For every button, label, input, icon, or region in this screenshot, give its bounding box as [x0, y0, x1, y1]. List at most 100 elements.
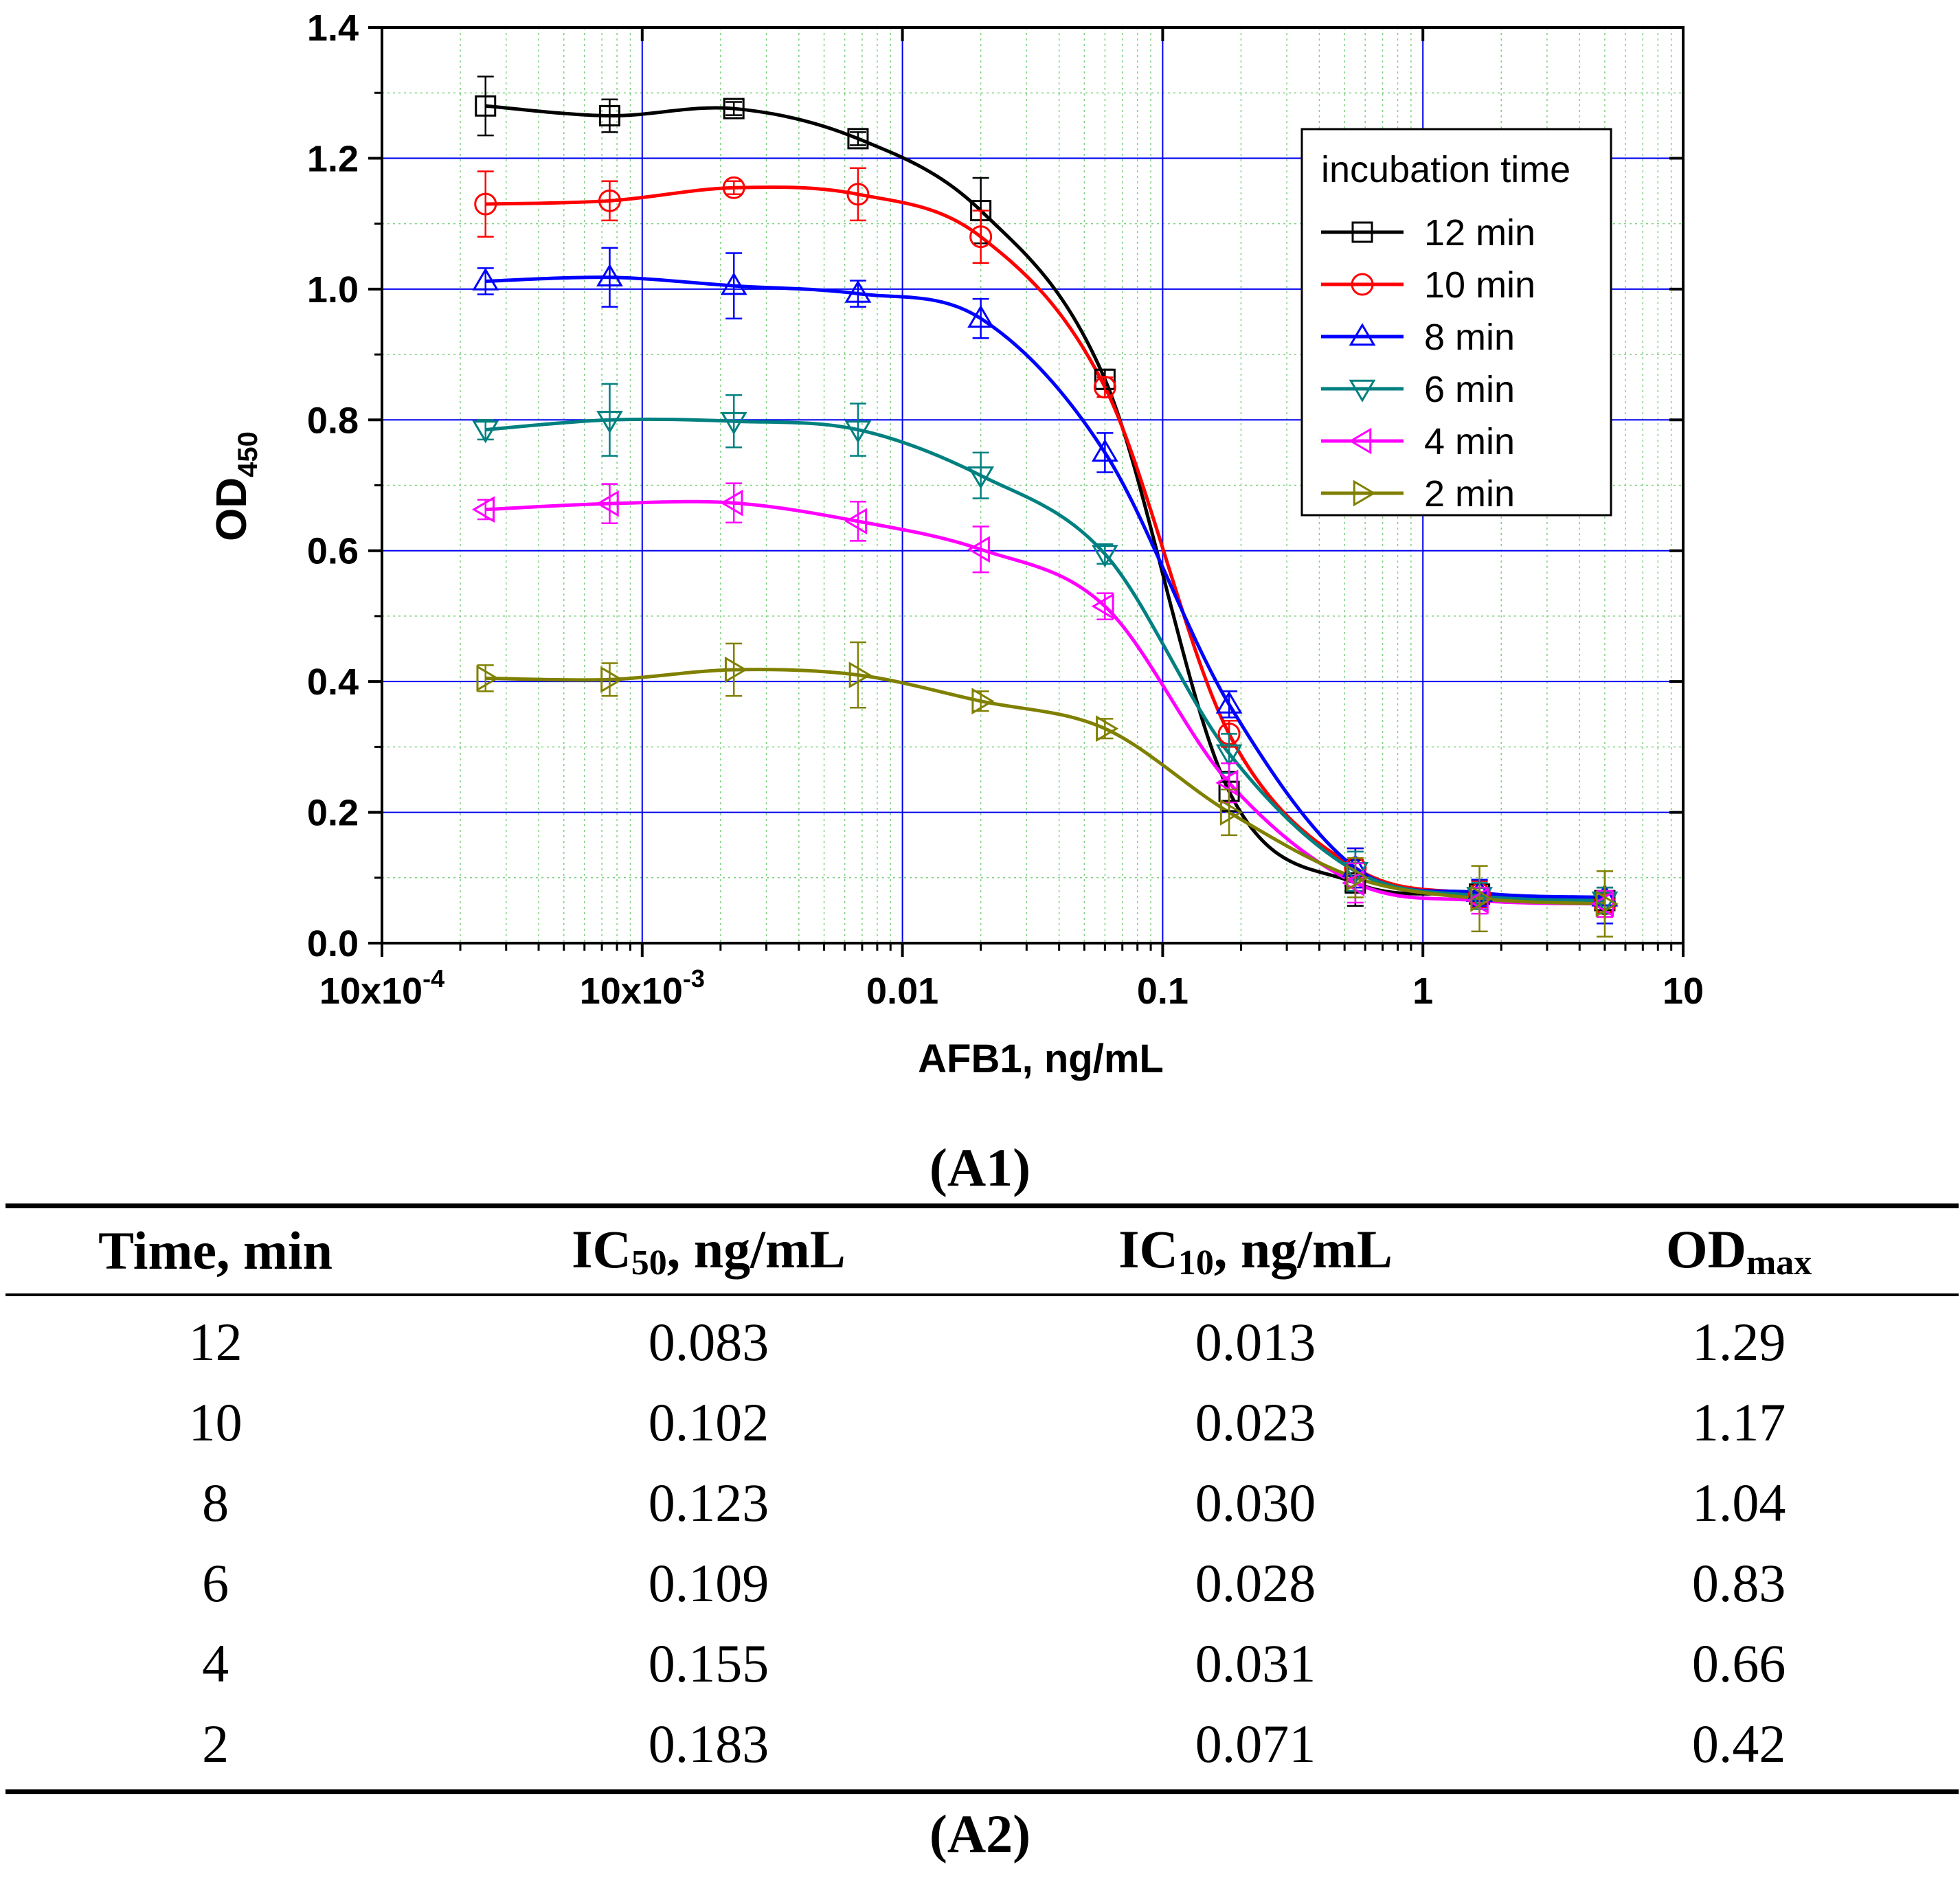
- table-cell: 0.071: [1195, 1713, 1316, 1774]
- table-cell: 12: [188, 1311, 243, 1372]
- x-tick-label-text: 0.01: [866, 971, 938, 1012]
- table-row: 6 0.109 0.028 0.83: [5, 1543, 1959, 1623]
- data-point: [720, 411, 747, 435]
- legend-marker: [1349, 379, 1376, 403]
- table-header-subscript: max: [1746, 1243, 1812, 1282]
- data-point: [844, 280, 872, 303]
- table-cell: 0.031: [1195, 1633, 1316, 1693]
- data-point: [1091, 545, 1118, 568]
- table-cell: 6: [202, 1552, 229, 1613]
- table-header-text: Time, min: [98, 1221, 333, 1280]
- od450-vs-afb1-chart: 10x10-4 10x10-3 0.01 0.1 1 100.00.20.40.60.81…: [208, 8, 1704, 1081]
- data-point: [472, 420, 499, 444]
- series-line-10-min: [485, 185, 1606, 906]
- x-axis-title: AFB1, ng/mL: [918, 1037, 1164, 1081]
- data-point: [723, 98, 745, 120]
- legend-label: 10 min: [1424, 264, 1535, 306]
- data-point: [471, 496, 495, 523]
- table-header-text: IC: [1118, 1219, 1178, 1279]
- legend-label: 6 min: [1424, 369, 1515, 410]
- data-point: [1091, 593, 1114, 620]
- series-line-2-min: [485, 668, 1606, 906]
- panel-label-a1-text: (A1): [929, 1138, 1031, 1197]
- table-header-text: IC: [572, 1219, 631, 1279]
- y-tick-label: 1.2: [307, 138, 359, 179]
- panel-label-a1: (A1): [0, 1137, 1960, 1199]
- legend-title: incubation time: [1321, 149, 1570, 190]
- data-point: [598, 189, 621, 212]
- legend-marker: [1351, 221, 1373, 243]
- legend-marker: [1353, 479, 1376, 507]
- table-row: 2 0.183 0.071 0.42: [5, 1704, 1959, 1792]
- x-tick-label: 10x10-3: [580, 964, 705, 1012]
- data-point: [1219, 799, 1243, 826]
- data-point: [596, 263, 623, 286]
- table-header-row: Time, min IC50, ng/mL IC10, ng/mL ODmax: [5, 1206, 1959, 1296]
- table-cell: 0.83: [1691, 1552, 1786, 1613]
- data-point: [596, 411, 623, 434]
- table-cell: 10: [188, 1392, 243, 1452]
- table-cell: 0.183: [648, 1713, 769, 1774]
- table-cell: 0.013: [1195, 1311, 1316, 1372]
- x-tick-label: 10: [1663, 971, 1704, 1012]
- panel-label-a2-text: (A2): [929, 1804, 1031, 1864]
- y-tick-label: 0.2: [307, 793, 359, 834]
- x-tick-label-text: 10x10: [580, 971, 683, 1012]
- table-cell: 0.42: [1691, 1713, 1786, 1774]
- markers-layer: [471, 76, 1619, 938]
- data-point: [720, 272, 747, 295]
- results-table-container: Time, min IC50, ng/mL IC10, ng/mL ODmax 12 0…: [5, 1203, 1959, 1794]
- x-tick-label-exponent: -3: [683, 964, 705, 993]
- x-tick-label-text: 0.1: [1137, 971, 1189, 1012]
- results-table: Time, min IC50, ng/mL IC10, ng/mL ODmax 12 0…: [5, 1203, 1959, 1794]
- y-tick-label: 0.4: [307, 661, 359, 703]
- table-header-2: IC10, ng/mL: [992, 1206, 1520, 1296]
- data-point: [967, 536, 990, 563]
- x-tick-label-exponent: -4: [423, 964, 444, 993]
- y-tick-label: 1.0: [307, 269, 359, 310]
- data-point: [1215, 690, 1243, 714]
- table-header-1: IC50, ng/mL: [425, 1206, 991, 1296]
- table-cell: 0.028: [1195, 1552, 1316, 1613]
- data-point: [724, 656, 747, 683]
- table-header-subscript: 10: [1178, 1243, 1214, 1282]
- table-row: 8 0.123 0.030 1.04: [5, 1462, 1959, 1543]
- table-row: 10 0.102 0.023 1.17: [5, 1382, 1959, 1462]
- data-point: [475, 95, 497, 117]
- data-point: [971, 688, 995, 715]
- legend-marker: [1349, 323, 1376, 346]
- axes-layer: 10x10-4 10x10-3 0.01 0.1 1 100.00.20.40.60.81…: [307, 8, 1704, 1012]
- data-point: [1595, 890, 1619, 918]
- table-cell: 1.17: [1691, 1392, 1786, 1452]
- table-row: 12 0.083 0.013 1.29: [5, 1295, 1959, 1382]
- legend-box: [1300, 128, 1612, 517]
- data-point: [967, 466, 995, 489]
- y-tick-label: 0.8: [307, 400, 359, 441]
- data-point: [844, 508, 868, 535]
- table-row: 4 0.155 0.031 0.66: [5, 1623, 1959, 1704]
- table-header-0: Time, min: [5, 1206, 425, 1296]
- legend: incubation time 12 min 10 min 8 min 6 min 4 m…: [1300, 128, 1612, 517]
- table-cell: 1.29: [1691, 1311, 1786, 1372]
- table-cell: 0.123: [648, 1472, 769, 1532]
- table-cell: 8: [202, 1472, 229, 1532]
- x-tick-label-text: 1: [1412, 971, 1433, 1012]
- data-point: [1091, 439, 1118, 462]
- axis-labels: AFB1, ng/mL OD450: [208, 431, 1164, 1081]
- curves-layer: [485, 104, 1606, 906]
- data-point: [1470, 885, 1494, 912]
- data-point: [1346, 864, 1369, 892]
- table-header-subscript: 50: [631, 1243, 667, 1282]
- data-point: [1342, 869, 1365, 896]
- table-cell: 0.030: [1195, 1472, 1316, 1532]
- data-point: [600, 666, 624, 693]
- table-header-unit: , ng/mL: [1213, 1219, 1393, 1279]
- data-point: [847, 128, 869, 150]
- x-tick-label: 1: [1412, 971, 1433, 1012]
- panel-label-a2: (A2): [0, 1803, 1960, 1865]
- data-point: [472, 267, 499, 291]
- table-cell: 0.66: [1691, 1633, 1786, 1693]
- y-axis-title-text: OD: [208, 477, 256, 541]
- legend-label: 2 min: [1424, 473, 1515, 514]
- data-point: [848, 661, 872, 689]
